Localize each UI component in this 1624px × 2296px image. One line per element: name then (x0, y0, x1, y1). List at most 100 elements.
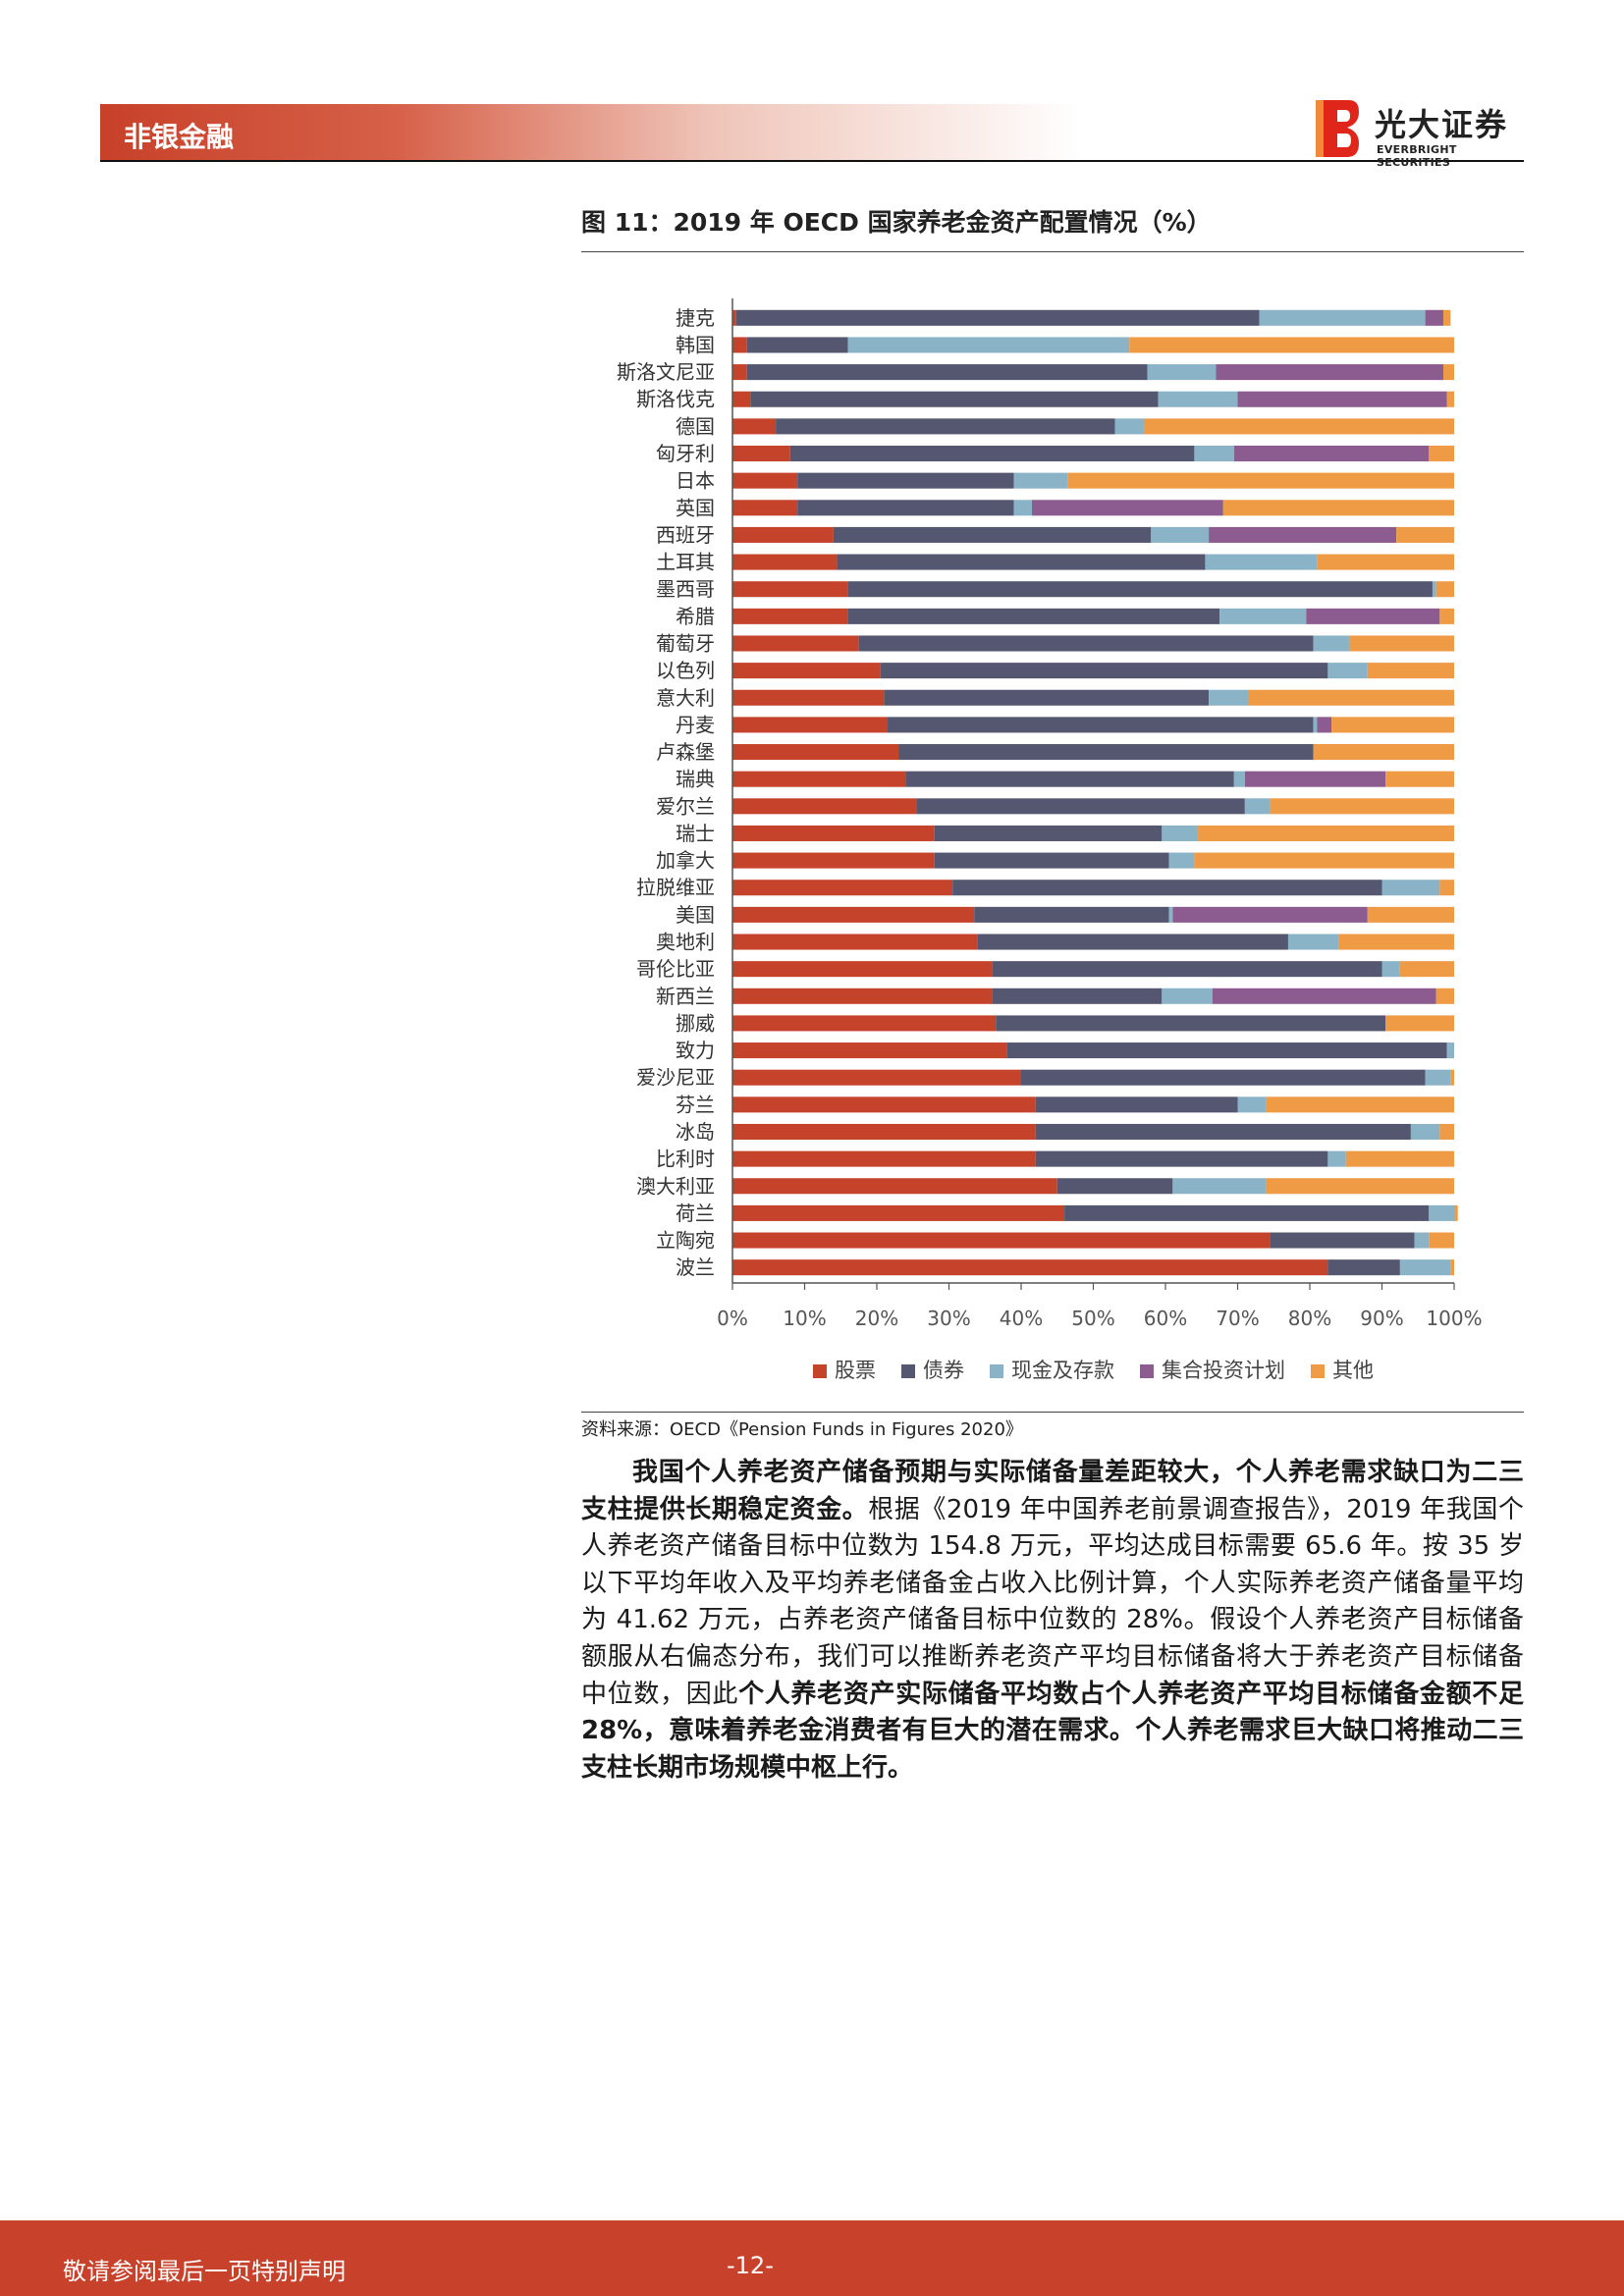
bar-segment (1367, 663, 1454, 679)
category-label: 葡萄牙 (656, 631, 715, 655)
bar-segment (1172, 906, 1368, 923)
bar-segment (1205, 554, 1318, 570)
bar-segment (1439, 608, 1454, 624)
bar-segment (1172, 1178, 1267, 1195)
bar-segment (797, 472, 1014, 489)
bar-segment (1414, 1232, 1430, 1249)
bar-segment (1327, 1259, 1400, 1276)
figure-title: 图 11：2019 年 OECD 国家养老金资产配置情况（%） (581, 208, 1212, 237)
figure-rule-top (581, 251, 1524, 252)
category-label: 卢森堡 (656, 740, 715, 764)
category-label: 匈牙利 (656, 442, 715, 465)
bar-segment (732, 581, 848, 598)
bar-segment (833, 526, 1152, 543)
bar-segment (880, 663, 1328, 679)
bar-segment (1432, 581, 1436, 598)
category-label: 西班牙 (656, 523, 715, 547)
bar-segment (1429, 445, 1454, 462)
bar-segment (1439, 1123, 1454, 1141)
bar-segment (732, 771, 906, 787)
bar-segment (1158, 391, 1238, 407)
bar-segment (1194, 852, 1454, 869)
bar-segment (1429, 1204, 1454, 1221)
bar-segment (858, 635, 1314, 652)
bar-segment (905, 771, 1234, 787)
bar-segment (934, 852, 1169, 869)
bar-segment (1313, 744, 1454, 761)
bar-segment (1064, 1204, 1430, 1221)
category-label: 荷兰 (676, 1201, 715, 1225)
bar-segment (1381, 880, 1440, 896)
bar-segment (732, 1069, 1021, 1086)
category-label: 墨西哥 (656, 577, 715, 601)
logo-mark-icon (1316, 100, 1359, 157)
x-tick-label: 70% (1216, 1307, 1259, 1330)
bar-segment (1399, 1259, 1451, 1276)
bar-segment (732, 635, 859, 652)
bar-segment (1168, 852, 1195, 869)
bar-segment (1237, 1096, 1267, 1113)
bar-segment (1327, 663, 1368, 679)
legend-label: 其他 (1332, 1359, 1374, 1382)
bar-segment (732, 472, 798, 489)
bar-segment (1396, 526, 1454, 543)
bar-segment (746, 364, 1148, 381)
bar-segment (1259, 309, 1426, 326)
bar-segment (1013, 500, 1033, 516)
bar-segment (1410, 1123, 1440, 1141)
x-tick-label: 90% (1360, 1307, 1403, 1330)
bar-segment (1237, 391, 1447, 407)
bar-segment (732, 988, 993, 1004)
bar-segment (1147, 364, 1217, 381)
bar-segment (1219, 608, 1307, 624)
bar-segment (1317, 717, 1332, 733)
bar-segment (732, 526, 834, 543)
bar-segment (732, 1150, 1036, 1167)
bar-segment (1446, 1042, 1454, 1059)
category-label: 立陶宛 (656, 1229, 715, 1253)
brand-logo: 光大证券 EVERBRIGHT SECURITIES (1314, 98, 1524, 169)
bar-segment (1266, 1178, 1454, 1195)
bar-segment (847, 608, 1220, 624)
bar-segment (732, 880, 953, 896)
bar-segment (1212, 988, 1436, 1004)
legend-swatch (813, 1364, 827, 1378)
legend-label: 集合投资计划 (1162, 1359, 1285, 1382)
footer-disclaimer: 敬请参阅最后一页特别声明 (63, 2258, 346, 2285)
category-label: 瑞士 (676, 822, 715, 845)
category-label: 澳大利亚 (636, 1174, 715, 1198)
category-label: 斯洛文尼亚 (617, 360, 715, 384)
bar-segment (732, 445, 790, 462)
bar-segment (1209, 689, 1249, 706)
bar-segment (974, 906, 1169, 923)
bar-segment (1162, 988, 1213, 1004)
bar-segment (732, 1042, 1007, 1059)
bar-segment (732, 1123, 1036, 1141)
bar-segment (732, 852, 935, 869)
bar-segment (1435, 988, 1454, 1004)
bar-segment (1399, 961, 1454, 978)
bar-segment (1198, 825, 1454, 841)
bar-segment (1425, 309, 1443, 326)
bar-segment (732, 717, 889, 733)
bar-segment (1244, 771, 1386, 787)
bar-segment (1056, 1178, 1173, 1195)
category-label: 丹麦 (676, 713, 715, 736)
bar-segment (1032, 500, 1223, 516)
category-label: 韩国 (676, 333, 715, 356)
bar-segment (1313, 717, 1318, 733)
category-label: 拉脱维亚 (636, 876, 715, 899)
category-label: 英国 (676, 496, 715, 519)
bar-segment (1442, 309, 1451, 326)
logo-text-cn: 光大证券 (1375, 106, 1509, 143)
bar-segment (732, 608, 848, 624)
category-label: 波兰 (676, 1255, 715, 1279)
bar-segment (916, 798, 1245, 815)
bar-segment (1450, 1069, 1454, 1086)
category-label: 瑞典 (676, 768, 715, 791)
bar-segment (732, 744, 899, 761)
bar-segment (884, 689, 1210, 706)
page-number: -12- (727, 2252, 774, 2279)
footer-bar (0, 2220, 1624, 2296)
bar-segment (1425, 1069, 1451, 1086)
